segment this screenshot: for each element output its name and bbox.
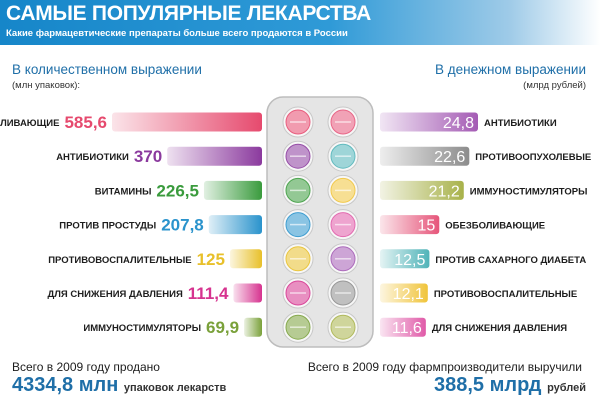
left-value-4: 207,8 xyxy=(161,216,204,235)
left-bar-3 xyxy=(203,180,262,200)
left-bar-1 xyxy=(112,112,262,132)
right-value-1: 24,8 xyxy=(443,115,474,132)
right-value-7: 11,6 xyxy=(392,320,422,337)
left-bar-6 xyxy=(233,283,262,303)
left-bar-4 xyxy=(208,215,262,235)
right-category-7: ДЛЯ СНИЖЕНИЯ ДАВЛЕНИЯ xyxy=(432,323,567,334)
left-value-1: 585,6 xyxy=(64,113,107,132)
right-category-3: ИММУНОСТИМУЛЯТОРЫ xyxy=(470,186,588,197)
left-category-4: ПРОТИВ ПРОСТУДЫ xyxy=(59,221,156,232)
right-category-2: ПРОТИВООПУХОЛЕВЫЕ xyxy=(475,152,591,163)
right-bar-3 xyxy=(380,180,464,200)
right-panel-title: В денежном выражении xyxy=(435,62,586,77)
left-panel-unit: (млн упаковок): xyxy=(12,80,81,91)
right-bar-6 xyxy=(380,283,428,303)
right-panel-unit: (млрд рублей) xyxy=(523,80,586,91)
left-category-7: ИММУНОСТИМУЛЯТОРЫ xyxy=(83,323,201,334)
right-value-3: 21,2 xyxy=(429,183,460,200)
left-category-5: ПРОТИВОВОСПАЛИТЕЛЬНЫЕ xyxy=(48,255,191,266)
right-category-4: ОБЕЗБОЛИВАЮЩИЕ xyxy=(445,221,545,232)
footer-right-unit: млрд xyxy=(489,374,542,396)
footer-left-suffix: упаковок лекарств xyxy=(123,382,227,394)
footer-right-text: Всего в 2009 году фармпроизводители выру… xyxy=(307,360,582,374)
right-bar-5 xyxy=(380,249,430,269)
left-category-1: ОБЕЗБОЛИВАЮЩИЕ xyxy=(0,118,59,129)
footer-right-suffix: рублей xyxy=(547,382,586,394)
right-value-5: 12,5 xyxy=(394,252,425,269)
footer-right-total: 388,5 млрд рублей xyxy=(434,374,586,397)
left-value-5: 125 xyxy=(197,250,225,269)
left-category-2: АНТИБИОТИКИ xyxy=(56,152,129,163)
left-bar-2 xyxy=(167,146,262,166)
left-value-6: 111,4 xyxy=(188,284,229,303)
left-category-3: ВИТАМИНЫ xyxy=(95,186,152,197)
page-subtitle: Какие фармацевтические препараты больше … xyxy=(6,28,348,39)
header-banner: САМЫЕ ПОПУЛЯРНЫЕ ЛЕКАРСТВА Какие фармаце… xyxy=(0,0,600,45)
footer-left-text: Всего в 2009 году продано xyxy=(12,360,160,374)
page-title: САМЫЕ ПОПУЛЯРНЫЕ ЛЕКАРСТВА xyxy=(6,2,372,25)
right-bar-4 xyxy=(380,215,440,235)
footer-left-unit: млн xyxy=(78,374,119,396)
left-panel-title: В количественном выражении xyxy=(12,62,202,77)
right-category-6: ПРОТИВОВОСПАЛИТЕЛЬНЫЕ xyxy=(434,289,577,300)
left-value-7: 69,9 xyxy=(206,318,239,337)
right-value-6: 12,1 xyxy=(393,286,424,303)
left-bar-5 xyxy=(229,249,262,269)
left-bar-7 xyxy=(244,317,262,337)
left-value-3: 226,5 xyxy=(156,181,199,200)
right-value-4: 15 xyxy=(417,218,435,235)
footer-right-value: 388,5 xyxy=(433,374,485,396)
right-bar-7 xyxy=(380,317,426,337)
footer-left-total: 4334,8 млн упаковок лекарств xyxy=(12,374,226,397)
left-value-2: 370 xyxy=(134,147,162,166)
footer-left-value: 4334,8 xyxy=(12,374,74,396)
right-category-5: ПРОТИВ САХАРНОГО ДИАБЕТА xyxy=(435,255,586,266)
right-bar-1 xyxy=(380,112,478,132)
right-value-2: 22,6 xyxy=(434,149,465,166)
left-category-6: ДЛЯ СНИЖЕНИЯ ДАВЛЕНИЯ xyxy=(47,289,182,300)
right-bar-2 xyxy=(380,146,470,166)
right-category-1: АНТИБИОТИКИ xyxy=(484,118,557,129)
